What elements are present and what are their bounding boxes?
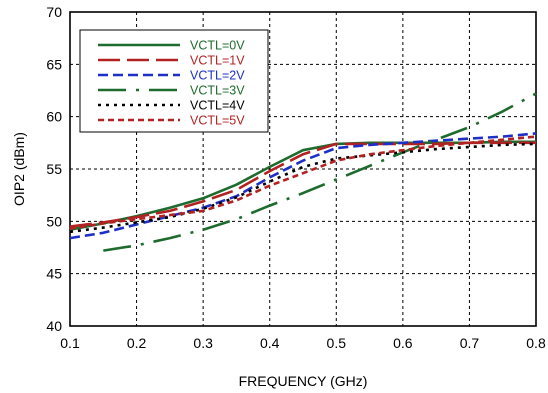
y-tick-label: 60 [46,109,62,125]
x-tick-label: 0.1 [60,335,80,351]
legend-box [79,29,269,133]
legend-label: VCTL=1V [190,54,245,68]
legend: VCTL=0VVCTL=1VVCTL=2VVCTL=3VVCTL=4VVCTL=… [79,29,269,133]
y-tick-label: 50 [46,213,62,229]
x-axis-title: FREQUENCY (GHz) [239,373,368,389]
y-tick-label: 40 [46,318,62,334]
y-tick-label: 65 [46,56,62,72]
tick-labels: 0.1 0.2 0.3 0.4 0.5 0.6 0.7 0.8 40 45 50 55 60 65 70 [46,4,546,351]
x-tick-label: 0.3 [193,335,213,351]
x-tick-label: 0.5 [327,335,347,351]
legend-label: VCTL=5V [190,114,245,128]
grid [70,12,536,326]
legend-label: VCTL=0V [190,39,245,53]
y-tick-label: 70 [46,4,62,20]
y-axis-title: OIP2 (dBm) [11,132,27,206]
series-line [103,92,537,252]
series-line [69,132,537,240]
x-tick-label: 0.7 [460,335,480,351]
y-tick-label: 55 [46,161,62,177]
series-line [69,142,537,234]
y-tick-label: 45 [46,266,62,282]
x-tick-label: 0.4 [260,335,280,351]
series-line [69,141,536,228]
x-tick-label: 0.6 [393,335,413,351]
x-tick-label: 0.2 [127,335,147,351]
legend-label: VCTL=4V [190,99,245,113]
x-tick-label: 0.8 [526,335,546,351]
series-line [69,135,537,230]
plot-frame [69,11,537,327]
legend-label: VCTL=2V [190,69,245,83]
legend-label: VCTL=3V [190,84,245,98]
series-lines [69,92,537,252]
